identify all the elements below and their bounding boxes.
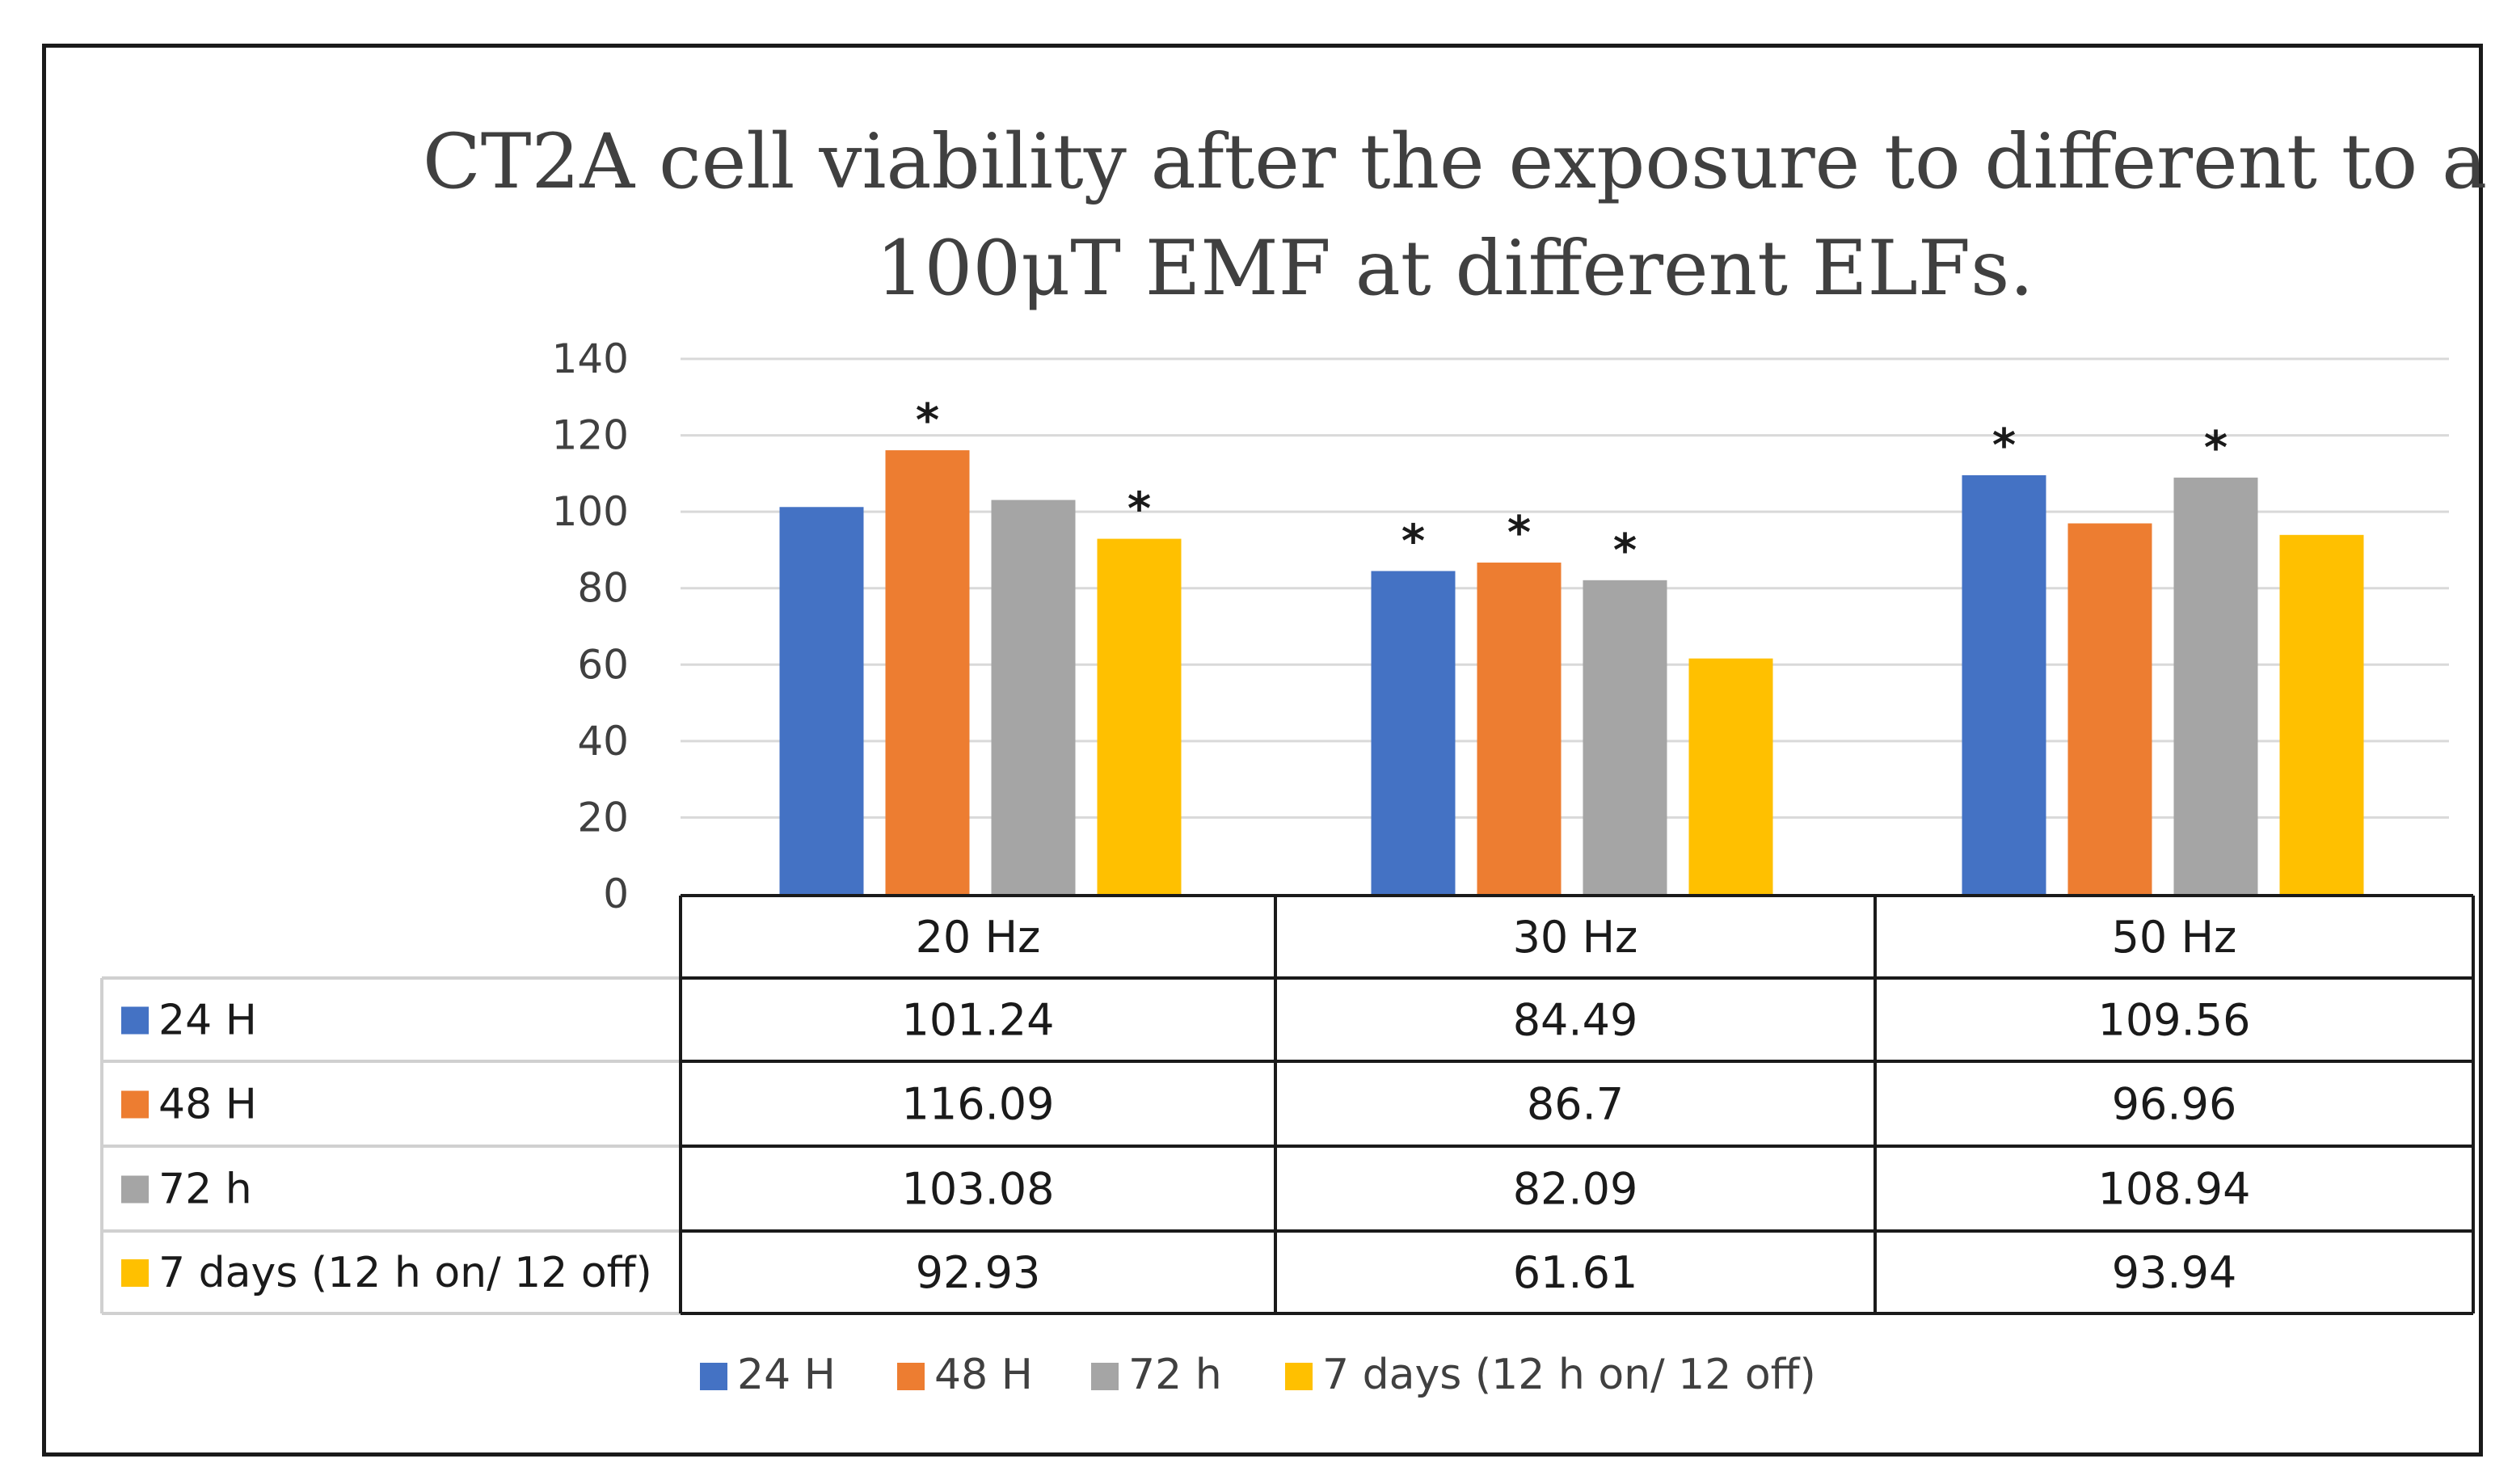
bar <box>991 500 1076 894</box>
bar <box>2067 523 2152 894</box>
table-value-cell: 103.08 <box>902 1164 1055 1215</box>
y-tick-label: 40 <box>577 718 629 765</box>
significance-star: * <box>916 394 939 447</box>
significance-star: * <box>1401 515 1425 567</box>
legend-label: 48 H <box>934 1351 1033 1399</box>
table-value-cell: 82.09 <box>1513 1164 1638 1215</box>
chart-title-line-1: CT2A cell viability after the exposure t… <box>423 118 2487 206</box>
bar <box>1688 658 1773 894</box>
table-legend-key <box>121 1175 149 1204</box>
table-value-cell: 96.96 <box>2112 1079 2237 1130</box>
legend-key <box>700 1363 727 1390</box>
significance-star: * <box>2204 422 2228 474</box>
bar <box>2173 477 2258 894</box>
y-tick-label: 100 <box>552 488 629 535</box>
table-row-label: 7 days (12 h on/ 12 off) <box>158 1249 652 1297</box>
chart-frame <box>42 44 2483 1457</box>
table-row-label: 24 H <box>158 997 257 1045</box>
table-row-label: 48 H <box>158 1081 257 1129</box>
bar <box>1477 563 1562 894</box>
legend-label: 24 H <box>737 1351 836 1399</box>
bar <box>1371 571 1456 894</box>
table-value-cell: 109.56 <box>2098 995 2251 1046</box>
table-value-cell: 61.61 <box>1513 1247 1638 1298</box>
legend-key <box>1091 1363 1119 1390</box>
y-tick-label: 120 <box>552 412 629 459</box>
table-value-cell: 108.94 <box>2098 1164 2251 1215</box>
table-header-cell: 30 Hz <box>1513 912 1638 963</box>
y-tick-label: 80 <box>577 565 629 612</box>
bar <box>1097 538 1182 894</box>
significance-star: * <box>1127 483 1151 536</box>
table-header-cell: 20 Hz <box>916 912 1041 963</box>
table-value-cell: 101.24 <box>902 995 1055 1046</box>
y-tick-label: 0 <box>603 871 629 917</box>
y-tick-label: 20 <box>577 794 629 841</box>
significance-star: * <box>1613 525 1637 577</box>
significance-star: * <box>1992 419 2016 472</box>
table-value-cell: 116.09 <box>902 1079 1055 1130</box>
table-legend-key <box>121 1006 149 1035</box>
legend-key <box>897 1363 925 1390</box>
y-tick-label: 60 <box>577 641 629 688</box>
legend-label: 72 h <box>1128 1351 1222 1399</box>
table-legend-key <box>121 1259 149 1287</box>
table-header-cell: 50 Hz <box>2112 912 2237 963</box>
significance-star: * <box>1507 507 1531 559</box>
bar <box>1583 580 1667 894</box>
bar <box>2279 534 2364 894</box>
bar <box>1962 474 2046 894</box>
table-value-cell: 93.94 <box>2112 1247 2237 1298</box>
table-value-cell: 92.93 <box>916 1247 1041 1298</box>
legend-label: 7 days (12 h on/ 12 off) <box>1322 1351 1816 1399</box>
bar <box>885 450 970 894</box>
table-row-label: 72 h <box>158 1166 252 1214</box>
table-value-cell: 86.7 <box>1527 1079 1624 1130</box>
table-value-cell: 84.49 <box>1513 995 1638 1046</box>
table-legend-key <box>121 1090 149 1119</box>
y-tick-label: 140 <box>552 335 629 382</box>
bar <box>779 507 864 894</box>
chart-title-line-2: 100μT EMF at different ELFs. <box>876 225 2034 313</box>
legend-key <box>1285 1363 1313 1390</box>
